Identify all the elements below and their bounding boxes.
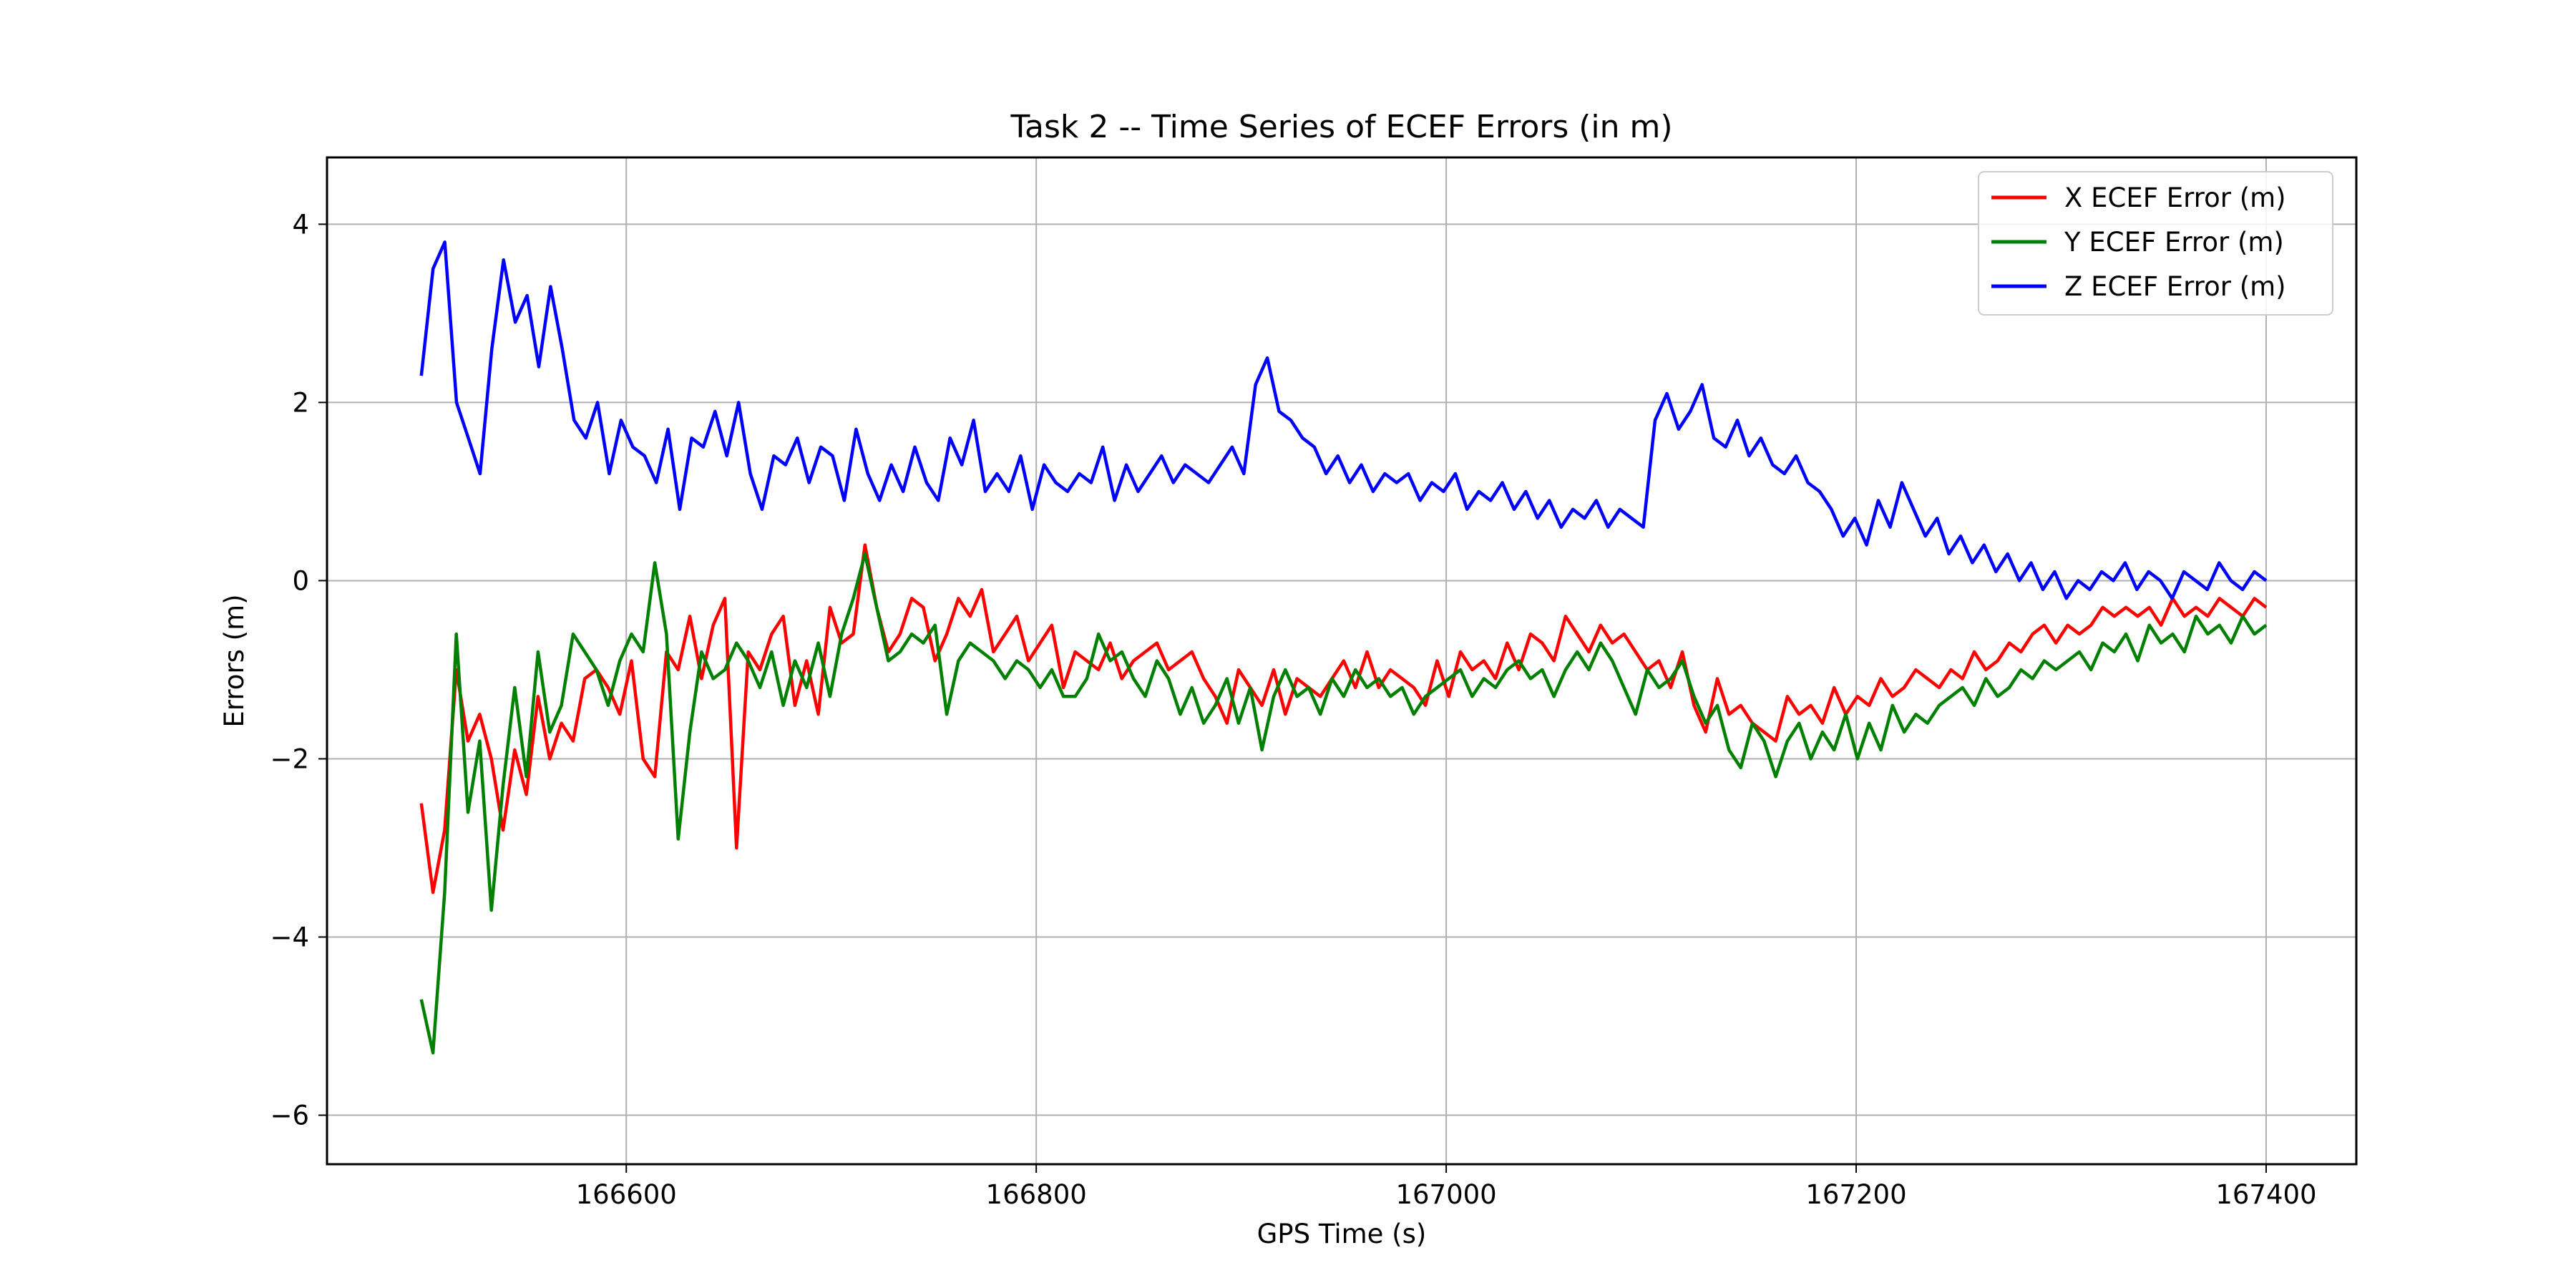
legend-box <box>1978 171 2333 316</box>
legend-label: Y ECEF Error (m) <box>2064 227 2284 258</box>
x-tick-label: 167200 <box>1805 1179 1906 1210</box>
chart-title: Task 2 -- Time Series of ECEF Errors (in… <box>1010 109 1672 145</box>
y-tick-label: 0 <box>292 565 309 596</box>
x-tick-label: 166800 <box>986 1179 1087 1210</box>
y-axis-label: Errors (m) <box>219 594 250 727</box>
legend: X ECEF Error (m) Y ECEF Error (m) Z ECEF E… <box>1978 171 2333 316</box>
y-tick-label: −6 <box>270 1101 309 1131</box>
x-tick-label: 167000 <box>1395 1179 1496 1210</box>
y-tick-label: −2 <box>270 743 309 774</box>
series-layer <box>419 240 2268 1055</box>
legend-label: Z ECEF Error (m) <box>2064 271 2286 302</box>
y-tick-label: −4 <box>270 922 309 952</box>
x-axis-label: GPS Time (s) <box>1257 1219 1427 1249</box>
series-line <box>419 552 2268 1055</box>
legend-label: X ECEF Error (m) <box>2064 182 2286 213</box>
y-tick-label: 2 <box>292 387 309 418</box>
series-line <box>419 543 2268 894</box>
x-tick-label: 166600 <box>576 1179 677 1210</box>
tick-layer: 166600 166800 167000 167200 167400 −6 −4 −2 0 2 4 <box>270 209 2316 1210</box>
series-line <box>419 240 2268 600</box>
plot-frame <box>326 156 2358 1166</box>
x-tick-label: 167400 <box>2215 1179 2316 1210</box>
y-tick-label: 4 <box>292 209 309 240</box>
